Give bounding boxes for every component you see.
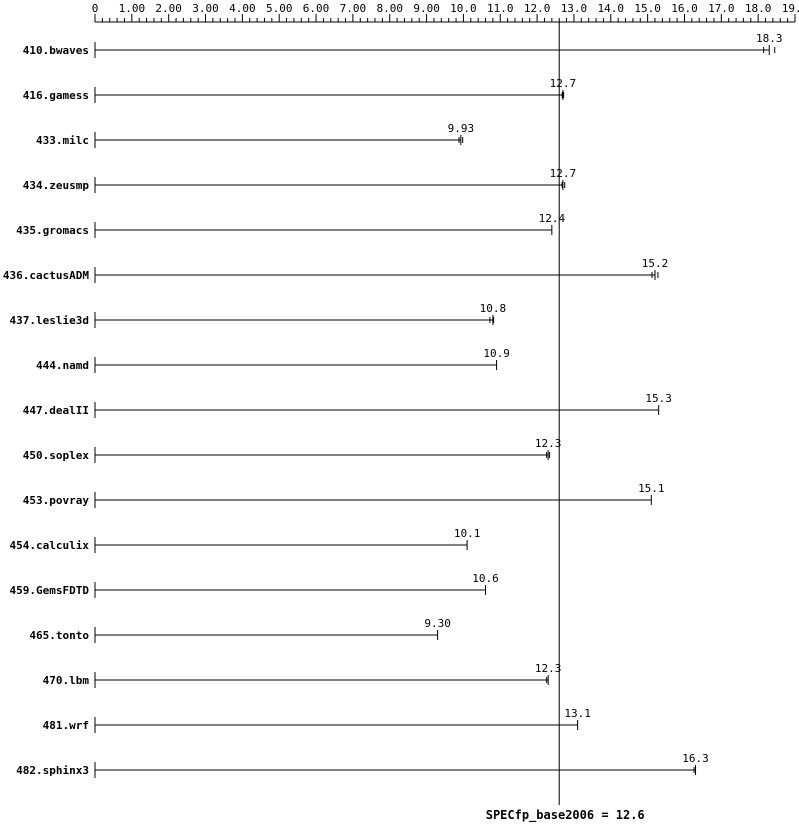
benchmark-label: 481.wrf [43,719,89,732]
benchmark-label: 454.calculix [10,539,90,552]
benchmark-label: 470.lbm [43,674,90,687]
benchmark-label: 416.gamess [23,89,89,102]
benchmark-value: 12.7 [550,77,577,90]
benchmark-label: 433.milc [36,134,89,147]
benchmark-label: 435.gromacs [16,224,89,237]
axis-tick-label: 0 [92,2,99,15]
benchmark-value: 12.4 [539,212,566,225]
benchmark-value: 10.8 [480,302,507,315]
axis-tick-label: 10.0 [450,2,477,15]
benchmark-label: 434.zeusmp [23,179,90,192]
axis-tick-label: 6.00 [303,2,330,15]
benchmark-value: 9.93 [448,122,475,135]
benchmark-value: 12.3 [535,437,562,450]
axis-tick-label: 14.0 [598,2,625,15]
benchmark-label: 447.dealII [23,404,89,417]
axis-tick-label: 8.00 [376,2,403,15]
benchmark-value: 13.1 [564,707,591,720]
axis-tick-label: 19.0 [782,2,799,15]
benchmark-label: 459.GemsFDTD [10,584,90,597]
benchmark-value: 16.3 [682,752,709,765]
axis-tick-label: 5.00 [266,2,293,15]
benchmark-value: 10.1 [454,527,481,540]
axis-tick-label: 7.00 [340,2,367,15]
benchmark-label: 482.sphinx3 [16,764,89,777]
benchmark-value: 10.6 [472,572,499,585]
axis-tick-label: 16.0 [671,2,698,15]
axis-tick-label: 1.00 [119,2,146,15]
axis-tick-label: 13.0 [561,2,588,15]
benchmark-value: 15.3 [645,392,672,405]
spec-benchmark-chart: 0 1.00 2.00 3.00 4.00 5.00 6.00 7.00 8.00 9.00 10.… [0,0,799,831]
axis-tick-label: 9.00 [413,2,440,15]
benchmark-value: 12.3 [535,662,562,675]
benchmark-value: 12.7 [550,167,577,180]
benchmark-label: 453.povray [23,494,90,507]
benchmark-value: 10.9 [483,347,510,360]
axis-tick-label: 3.00 [192,2,219,15]
chart-background [0,0,799,831]
benchmark-value: 18.3 [756,32,783,45]
axis-tick-label: 15.0 [634,2,661,15]
axis-tick-label: 17.0 [708,2,735,15]
axis-tick-label: 2.00 [155,2,182,15]
benchmark-label: 437.leslie3d [10,314,89,327]
axis-tick-label: 18.0 [745,2,772,15]
benchmark-label: 465.tonto [29,629,89,642]
axis-tick-label: 11.0 [487,2,514,15]
benchmark-value: 9.30 [424,617,451,630]
benchmark-label: 444.namd [36,359,89,372]
chart-caption: SPECfp_base2006 = 12.6 [486,808,645,823]
axis-tick-label: 12.0 [524,2,551,15]
benchmark-value: 15.2 [642,257,669,270]
benchmark-value: 15.1 [638,482,665,495]
benchmark-label: 410.bwaves [23,44,89,57]
benchmark-label: 436.cactusADM [3,269,89,282]
axis-tick-label: 4.00 [229,2,256,15]
benchmark-label: 450.soplex [23,449,90,462]
